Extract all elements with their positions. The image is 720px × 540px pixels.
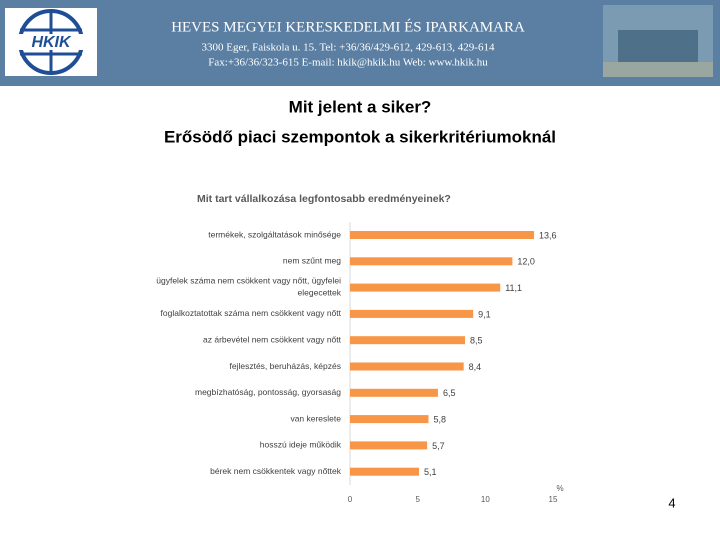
logo-text: HKIK	[31, 34, 72, 51]
bar	[350, 415, 429, 424]
slide-title: Mit jelent a siker?	[289, 97, 432, 116]
bar	[350, 336, 466, 345]
y-tick-label: nem szűnt meg	[283, 256, 341, 266]
slide-subtitle: Erősödő piaci szempontok a sikerkritériu…	[164, 127, 556, 146]
chart-title: Mit tart vállalkozása legfontosabb eredm…	[197, 193, 451, 205]
y-tick-label: az árbevétel nem csökkent vagy nőtt	[203, 334, 342, 344]
bar	[350, 388, 438, 397]
photo-ground	[603, 62, 713, 77]
bar	[350, 441, 428, 450]
x-axis-label: %	[556, 484, 563, 493]
value-label: 6,5	[443, 388, 456, 398]
value-label: 8,5	[470, 336, 483, 346]
x-tick-label: 0	[348, 495, 353, 504]
bar	[350, 309, 474, 318]
y-tick-label: megbízhatóság, pontosság, gyorsaság	[195, 387, 341, 397]
bar	[350, 467, 420, 476]
bar	[350, 257, 513, 266]
y-tick-label: bérek nem csökkentek vagy nőttek	[210, 466, 342, 476]
org-name: HEVES MEGYEI KERESKEDELMI ÉS IPARKAMARA	[171, 18, 525, 35]
address: 3300 Eger, Faiskola u. 15. Tel: +36/36/4…	[202, 42, 495, 54]
value-label: 5,8	[433, 414, 446, 424]
contact: Fax:+36/36/323-615 E-mail: hkik@hkik.hu …	[208, 57, 488, 69]
value-label: 5,7	[432, 441, 445, 451]
logo-band	[12, 34, 90, 50]
value-label: 9,1	[478, 309, 491, 319]
y-tick-label: hosszú ideje működik	[260, 440, 342, 450]
y-tick-label: termékek, szolgáltatások minősége	[208, 229, 341, 239]
y-tick-label: fejlesztés, beruházás, képzés	[229, 361, 341, 371]
y-tick-label: van kereslete	[290, 413, 341, 423]
value-label: 11,1	[505, 283, 522, 293]
x-tick-label: 15	[549, 495, 558, 504]
value-label: 8,4	[469, 362, 482, 372]
y-tick-label: ügyfelek száma nem csökkent vagy nőtt, ü…	[156, 276, 341, 298]
header-bar	[0, 0, 720, 86]
bar	[350, 362, 464, 371]
value-label: 5,1	[424, 467, 437, 477]
bar	[350, 231, 535, 239]
y-tick-label: foglalkoztatottak száma nem csökkent vag…	[161, 308, 342, 318]
page-number: 4	[668, 495, 675, 510]
x-tick-label: 5	[415, 495, 420, 504]
value-label: 12,0	[517, 257, 535, 267]
bar	[350, 283, 501, 292]
x-tick-label: 10	[481, 495, 490, 504]
value-label: 13,6	[539, 230, 557, 240]
